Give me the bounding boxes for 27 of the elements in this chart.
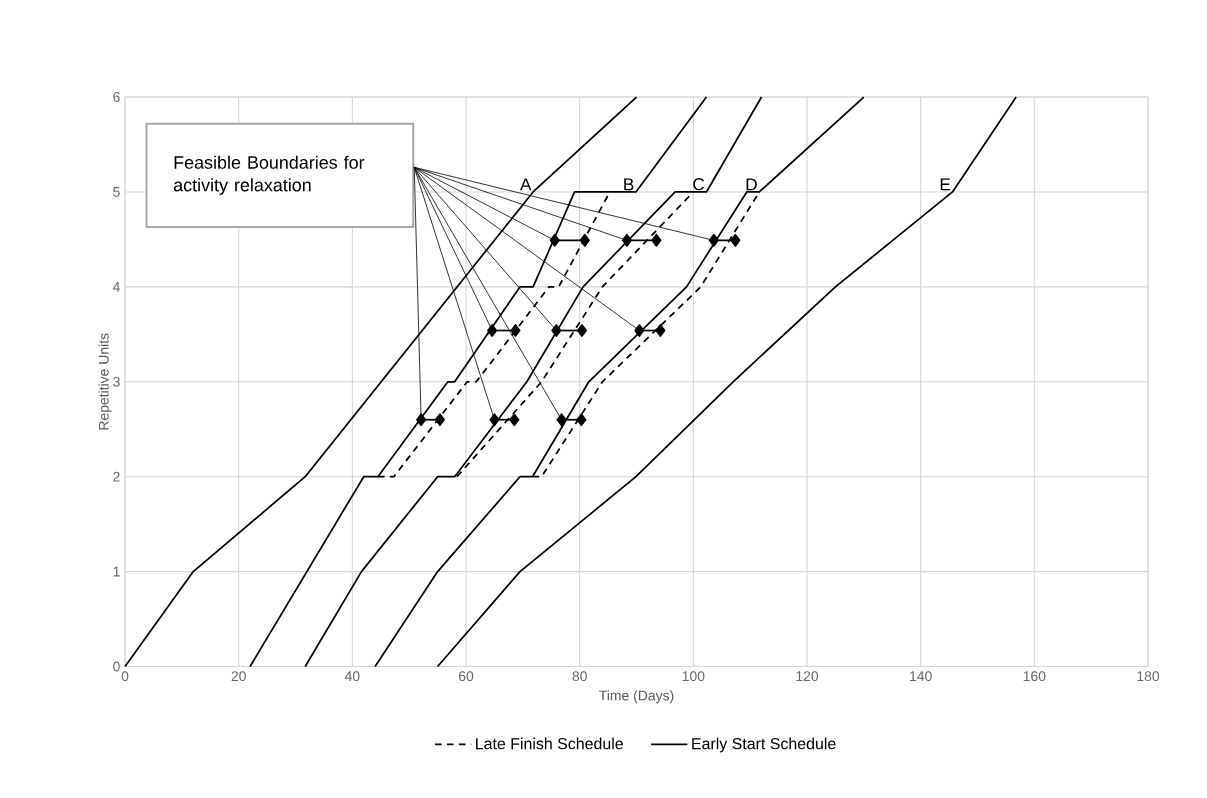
y-tick-label: 0 [113,661,120,672]
y-tick-label: 1 [113,567,120,577]
annotation: B [624,178,634,191]
annotation: D [746,178,757,191]
annotation: C [693,178,705,191]
y-tick-label: 6 [113,92,120,103]
x-tick-label: 180 [1137,671,1160,682]
y-tick-label: 4 [112,282,120,292]
x-tick-label: 100 [682,671,705,682]
x-tick-label: 20 [231,671,246,682]
y-tick-label: 2 [113,472,120,482]
x-tick-label: 40 [344,671,360,682]
annotation: Feasible Boundaries for activity relaxation [173,155,365,196]
x-tick-label: 160 [1023,671,1046,682]
y-axis-title: Repetitive Units [98,333,112,430]
legend-label: Early Start Schedule [692,737,836,753]
x-tick-label: 60 [458,671,474,682]
x-tick-label: 120 [796,671,819,682]
legend-label: Late Finish Schedule [476,737,623,750]
x-tick-label: 0 [121,671,129,682]
x-tick-label: 80 [572,671,587,682]
x-tick-label: 140 [910,671,932,682]
x-axis-title: Time (Days) [599,690,674,704]
y-tick-label: 3 [113,377,120,387]
annotation: A [520,178,532,191]
y-tick-label: 5 [113,187,120,198]
annotation: E [940,178,951,191]
